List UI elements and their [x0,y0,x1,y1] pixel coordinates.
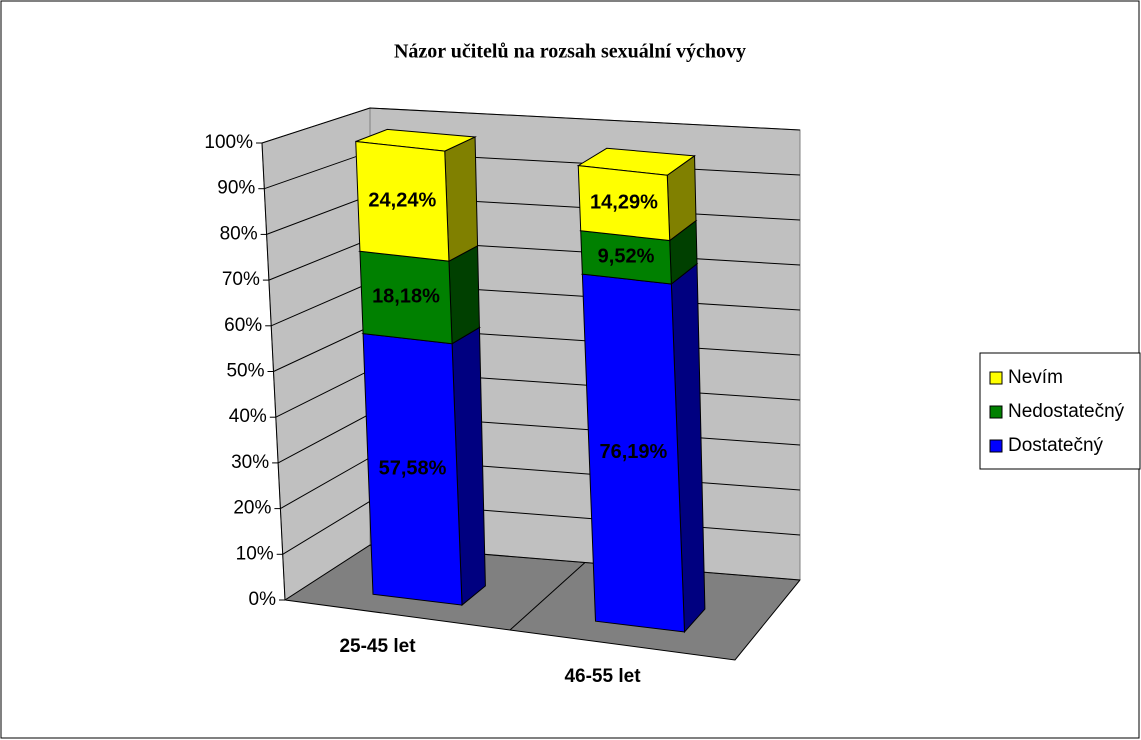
y-tick-label: 90% [217,178,255,199]
y-tick-label: 40% [229,406,267,427]
y-tick-label: 10% [236,543,274,564]
bar-side [448,244,480,345]
y-tick-label: 20% [233,498,271,519]
bar [355,140,450,262]
grid-line [261,107,801,144]
data-label: 9,52% [598,246,655,268]
data-label: 76,19% [600,441,668,463]
y-tick-label: 60% [224,315,262,336]
legend-swatch [989,371,1003,385]
y-axis [261,142,286,601]
data-label: 14,29% [590,191,658,213]
y-tick-label: 30% [231,452,269,473]
bar [577,165,671,242]
data-label: 57,58% [379,457,447,479]
legend-box [979,352,1141,470]
floor-divider [509,562,586,631]
legend-label: Nedostatečný [1008,401,1125,422]
y-tick-label: 100% [204,132,253,153]
y-tick-label: 70% [222,269,260,290]
x-tick-label: 25-45 let [339,636,416,657]
chart-title: Názor učitelů na rozsah sexuální výchovy [394,41,746,63]
y-tick-label: 80% [220,223,258,244]
y-tick-label: 0% [249,589,277,610]
legend-swatch [989,439,1003,453]
y-tick-label: 50% [226,361,264,382]
legend-label: Dostatečný [1008,435,1104,456]
bar-side [444,136,479,262]
data-label: 18,18% [372,286,440,308]
x-tick-label: 46-55 let [564,666,641,687]
legend-swatch [989,405,1003,419]
legend-label: Nevím [1008,367,1063,388]
data-label: 24,24% [368,190,436,212]
